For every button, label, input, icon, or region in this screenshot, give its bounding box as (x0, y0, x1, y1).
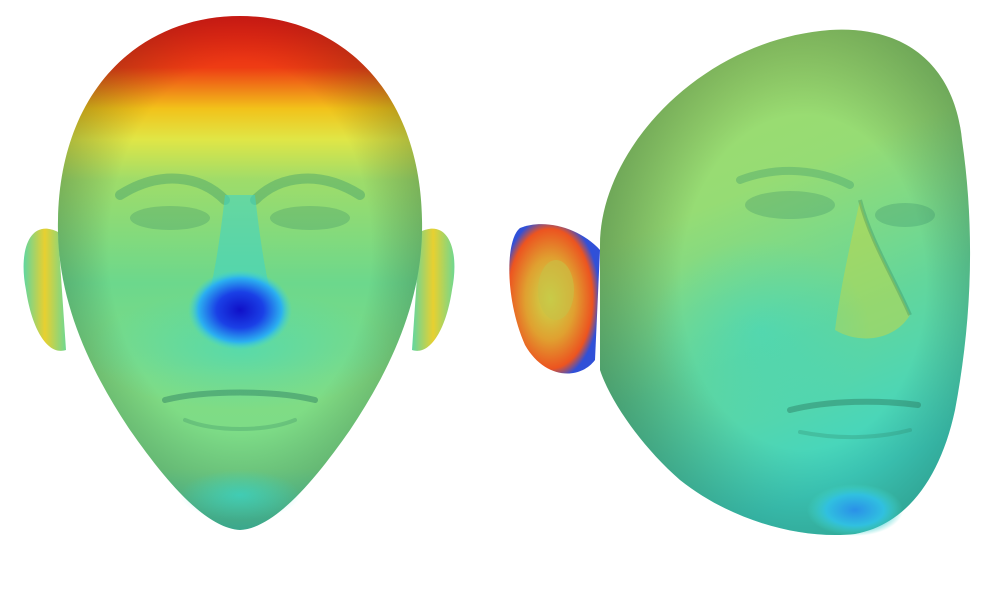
left-eye (130, 206, 210, 230)
three-quarter-face-render (509, 29, 971, 536)
right-ear (412, 228, 455, 351)
nose-tip (188, 270, 292, 350)
frontal-face-render (23, 16, 455, 530)
left-ear (23, 228, 66, 351)
side-chin (807, 484, 903, 536)
mouth (162, 389, 318, 403)
right-eye (270, 206, 350, 230)
